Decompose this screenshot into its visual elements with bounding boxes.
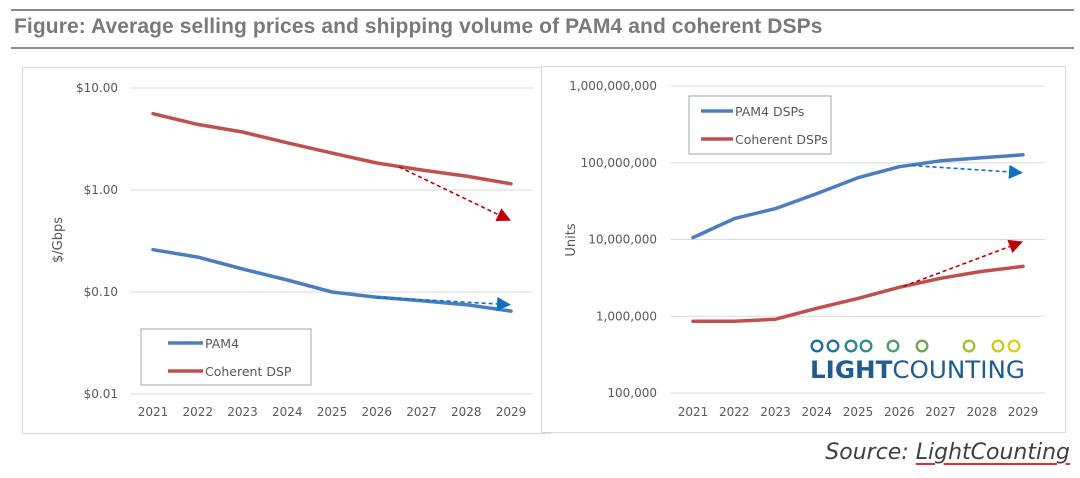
asp-forecast-arrow-head	[495, 208, 511, 221]
asp-legend-box	[140, 328, 312, 386]
legend-label-pam4: PAM4	[205, 336, 239, 351]
asp-series-line-pam4	[151, 247, 513, 313]
volume-legend-box	[688, 95, 832, 155]
asp-series-line-coherent-dsp	[151, 111, 513, 186]
volume-y-ticks: 1,000,000,000 100,000,000 10,000,000 1,000,…	[569, 79, 657, 400]
volume-x-tick-label: 2022	[719, 405, 750, 419]
asp-x-tick-label: 2023	[227, 405, 258, 419]
volume-series-line-coherent-dsps	[691, 264, 1025, 324]
volume-legend: PAM4 DSPs Coherent DSPs	[688, 95, 832, 155]
asp-forecast-arrow-line	[376, 296, 498, 305]
volume-series	[691, 153, 1025, 324]
volume-series-line-pam4-dsps	[691, 153, 1025, 240]
asp-forecast-arrow-head	[496, 296, 511, 311]
logo-dot	[962, 339, 976, 353]
volume-y-tick-label: 10,000,000	[588, 233, 657, 247]
asp-y-tick-label: $0.01	[84, 387, 118, 401]
volume-y-tick-label: 100,000,000	[581, 156, 657, 170]
asp-y-tick-label: $0.10	[84, 285, 118, 299]
asp-forecast-arrow-line	[398, 166, 499, 216]
volume-forecast-arrow-line	[903, 245, 1011, 288]
volume-x-tick-label: 2023	[760, 405, 791, 419]
lightcounting-logo: LIGHTCOUNTING	[805, 339, 1028, 384]
volume-x-tick-label: 2026	[884, 405, 915, 419]
logo-dot	[886, 339, 900, 353]
volume-chart: 1,000,000,000 100,000,000 10,000,000 1,000,…	[564, 79, 1045, 419]
logo-dot	[844, 339, 858, 353]
asp-x-tick-label: 2027	[406, 405, 437, 419]
volume-y-axis-label: Units	[564, 223, 579, 256]
volume-x-ticks: 2021 2022 2023 2024 2025 2026 2027 2028 2029	[678, 405, 1039, 419]
logo-dots	[810, 339, 1021, 353]
volume-x-tick-label: 2021	[678, 405, 709, 419]
volume-forecast-arrow-head	[1007, 239, 1023, 254]
asp-y-tick-label: $1.00	[84, 183, 118, 197]
logo-text: LIGHTCOUNTING	[810, 356, 1025, 384]
asp-y-tick-label: $10.00	[76, 81, 118, 95]
logo-text-bold: LIGHT	[810, 356, 893, 384]
logo-dot	[810, 339, 824, 353]
logo-dot	[915, 339, 929, 353]
legend-label-coherent-dsps: Coherent DSPs	[735, 132, 828, 147]
logo-text-regular: COUNTING	[892, 356, 1025, 384]
asp-x-tick-label: 2028	[451, 405, 482, 419]
asp-x-tick-label: 2021	[138, 405, 169, 419]
volume-x-tick-label: 2029	[1008, 405, 1039, 419]
asp-x-tick-label: 2029	[496, 405, 527, 419]
volume-annotations	[903, 164, 1023, 288]
asp-x-tick-label: 2022	[182, 405, 213, 419]
asp-chart: $10.00$1.00$0.10$0.01 2021 2022 2023 2024 20…	[51, 81, 533, 419]
source-link[interactable]: LightCounting	[915, 440, 1070, 465]
asp-series	[151, 111, 513, 313]
asp-legend: PAM4 Coherent DSP	[140, 328, 312, 386]
asp-x-tick-label: 2026	[361, 405, 392, 419]
source-caption: Source: LightCounting	[825, 440, 1070, 465]
legend-label-coherent: Coherent DSP	[205, 364, 292, 379]
logo-dot	[1007, 339, 1021, 353]
asp-x-ticks: 2021 2022 2023 2024 2025 2026 2027 2028 2029	[138, 405, 527, 419]
logo-dot	[826, 339, 840, 353]
volume-x-tick-label: 2027	[925, 405, 956, 419]
volume-x-tick-label: 2024	[801, 405, 832, 419]
volume-y-tick-label: 1,000,000	[596, 309, 657, 323]
volume-x-tick-label: 2028	[966, 405, 997, 419]
title-rule-top	[11, 9, 1074, 11]
legend-label-pam4-dsps: PAM4 DSPs	[735, 104, 804, 119]
volume-y-tick-label: 1,000,000,000	[569, 79, 657, 93]
volume-y-tick-label: 100,000	[607, 386, 657, 400]
source-prefix: Source:	[825, 440, 916, 465]
logo-dot	[859, 339, 873, 353]
volume-gridlines	[671, 85, 1045, 394]
volume-forecast-arrow-line	[911, 164, 1010, 173]
logo-dot	[991, 339, 1005, 353]
volume-forecast-arrow-head	[1008, 164, 1023, 179]
asp-annotations	[376, 166, 511, 311]
asp-y-axis-label: $/Gbps	[51, 217, 66, 263]
volume-x-tick-label: 2025	[843, 405, 874, 419]
title-rule-bottom	[11, 47, 1074, 49]
asp-x-tick-label: 2025	[317, 405, 348, 419]
asp-x-tick-label: 2024	[272, 405, 303, 419]
asp-y-ticks: $10.00 $1.00 $0.10 $0.01	[76, 81, 118, 401]
figure-title: Figure: Average selling prices and shipp…	[14, 15, 823, 38]
